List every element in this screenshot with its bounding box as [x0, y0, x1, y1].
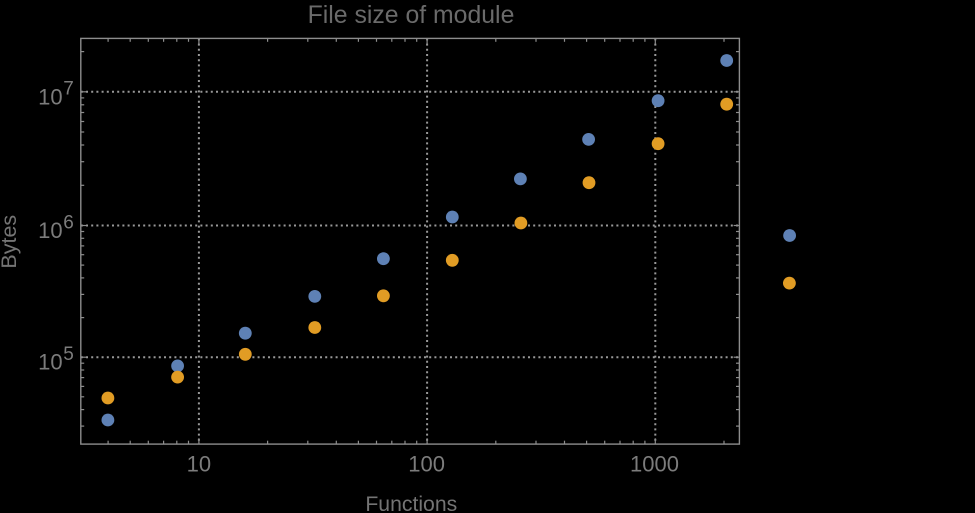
svg-text:Functions: Functions — [365, 493, 457, 513]
svg-text:Bytes: Bytes — [0, 215, 21, 269]
svg-text:10: 10 — [187, 452, 211, 477]
svg-text:10: 10 — [38, 84, 62, 109]
svg-text:7: 7 — [63, 79, 74, 100]
svg-text:10: 10 — [38, 218, 62, 243]
svg-text:6: 6 — [63, 212, 74, 233]
svg-text:5: 5 — [63, 344, 74, 365]
svg-text:100: 100 — [408, 452, 445, 477]
svg-text:File size of module: File size of module — [308, 2, 515, 29]
svg-text:10: 10 — [38, 350, 62, 375]
svg-text:1000: 1000 — [630, 452, 679, 477]
